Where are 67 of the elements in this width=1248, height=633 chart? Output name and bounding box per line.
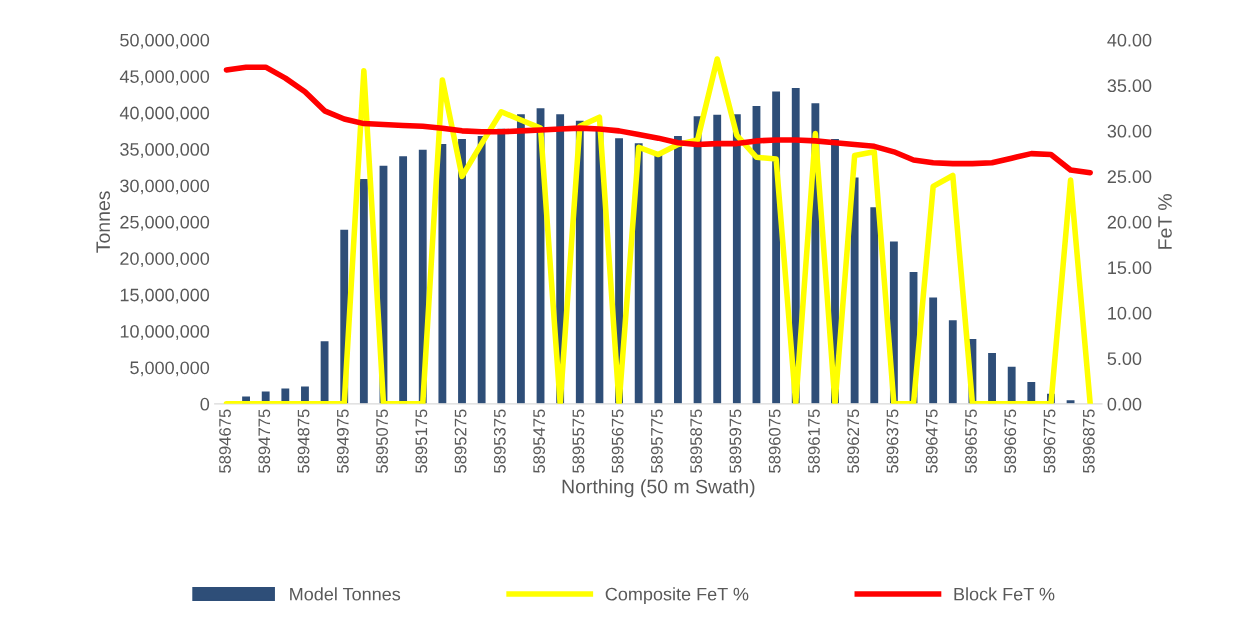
y2-axis-title: FeT %	[1158, 194, 1172, 249]
x-tick-label: 5895175	[415, 409, 428, 473]
x-tick-label: 5896675	[1004, 409, 1017, 473]
x-tick-label: 5896475	[925, 409, 938, 473]
bar	[320, 341, 329, 404]
bar	[929, 297, 938, 404]
x-tick-label: 5895375	[493, 409, 506, 473]
y-tick-label: 35,000,000	[120, 143, 210, 158]
x-tick-label: 5894875	[297, 409, 310, 473]
bar	[713, 114, 722, 404]
x-tick-label: 5895575	[572, 409, 585, 473]
bar	[988, 352, 996, 404]
y-tick-label: 30,000,000	[120, 179, 210, 195]
y-tick-label: 5,000,000	[130, 361, 210, 377]
bar	[477, 135, 486, 404]
x-tick-label: 5895975	[729, 409, 742, 473]
x-axis-title: Northing (50 m Swath)	[562, 479, 755, 498]
x-tick-label: 5896375	[886, 409, 899, 473]
legend-label: Model Tonnes	[290, 587, 401, 601]
bar	[870, 207, 879, 404]
y-tick-label: 10,000,000	[120, 324, 210, 340]
x-tick-label: 5895475	[533, 409, 546, 473]
bar	[850, 177, 859, 404]
y2-tick-label: 10.00	[1108, 306, 1152, 320]
bar	[1007, 366, 1016, 404]
y-tick-label: 15,000,000	[120, 288, 210, 304]
bar	[516, 114, 525, 404]
bar	[674, 135, 682, 404]
x-tick-label: 5894975	[336, 409, 349, 473]
bar	[359, 178, 368, 404]
bar	[693, 116, 702, 404]
y2-tick-label: 15.00	[1108, 261, 1152, 275]
y2-tick-label: 20.00	[1107, 215, 1152, 229]
y2-tick-label: 40.00	[1107, 33, 1152, 47]
x-tick-label: 5895875	[690, 409, 703, 473]
x-tick-label: 5895775	[650, 409, 663, 473]
y-axis-title: Tonnes	[96, 191, 111, 253]
y2-tick-label: 25.00	[1107, 170, 1152, 184]
x-tick-label: 5894675	[219, 409, 231, 473]
y-tick-label: 45,000,000	[119, 70, 210, 86]
bar	[458, 138, 466, 404]
x-tick-label: 5896775	[1043, 409, 1056, 473]
bar	[438, 143, 447, 404]
y2-tick-label: 0.00	[1107, 397, 1142, 411]
y2-tick-label: 30.00	[1107, 124, 1152, 138]
x-tick-label: 5896275	[847, 409, 860, 473]
legend-label: Block FeT %	[954, 587, 1055, 601]
x-tick-label: 5894775	[258, 409, 271, 473]
y2-tick-label: 35.00	[1107, 79, 1152, 93]
y-tick-label: 40,000,000	[119, 106, 210, 122]
x-tick-label: 5895075	[376, 409, 388, 473]
x-tick-label: 5896575	[965, 409, 977, 473]
y2-tick-label: 5.00	[1107, 352, 1142, 366]
bar	[948, 320, 957, 404]
x-tick-label: 5895275	[454, 409, 467, 473]
bar	[732, 114, 741, 404]
y-tick-label: 50,000,000	[120, 33, 210, 49]
x-tick-label: 5896175	[808, 409, 820, 473]
x-tick-label: 5896075	[768, 409, 781, 473]
y-tick-label: 0	[200, 397, 210, 411]
y-tick-label: 20,000,000	[120, 252, 210, 268]
legend-label: Composite FeT %	[605, 587, 749, 605]
bar	[654, 154, 663, 404]
bar	[399, 156, 408, 404]
y-tick-label: 25,000,000	[120, 215, 210, 231]
x-tick-label: 5895675	[611, 409, 624, 473]
x-tick-label: 5896875	[1082, 409, 1095, 473]
